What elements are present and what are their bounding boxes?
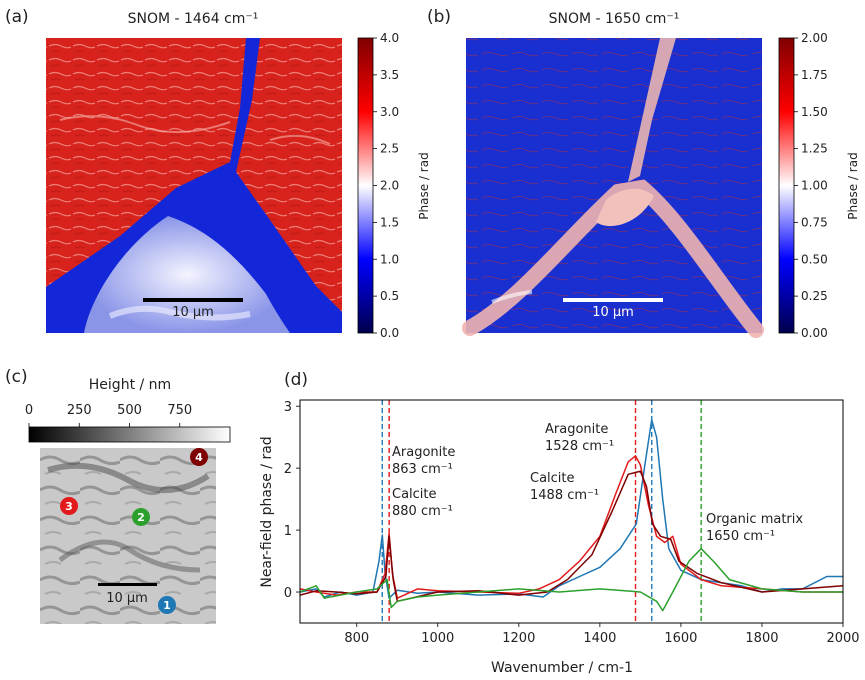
panel-d-tag: (d) (284, 370, 308, 390)
annotation-organic-matrix-wn: 1650 cm⁻¹ (706, 529, 775, 544)
x-axis-label: Wavenumber / cm-1 (491, 660, 633, 676)
annotation-calcite-880-wn: 880 cm⁻¹ (392, 504, 453, 519)
annotation-aragonite-1528-wn: 1528 cm⁻¹ (545, 439, 614, 454)
panel-b-title: SNOM - 1650 cm⁻¹ (549, 11, 680, 27)
panel-b-colorbar-tick-label-4: 1.00 (801, 179, 828, 193)
panel-b-colorbar-label: Phase / rad (846, 152, 860, 219)
panel-c-colorbar-ticks: 0 250 500 750 (25, 403, 192, 427)
x-tick-label-800: 800 (344, 631, 369, 646)
y-tick-label-1: 1 (284, 524, 292, 539)
panel-a-colorbar-tick-label-5: 2.5 (380, 142, 399, 156)
annotation-calcite-1488-name: Calcite (530, 471, 575, 486)
panel-b-colorbar-tick-label-3: 0.75 (801, 215, 828, 229)
panel-c-colorbar-label: Height / nm (89, 377, 171, 393)
panel-d: (d) 800 1000 1200 1400 1600 1800 2000 0 1 2 3 Wave… (259, 370, 860, 676)
panel-b-colorbar-tick-label-0: 0.00 (801, 326, 828, 340)
panel-a-colorbar-tick-label-0: 0.0 (380, 326, 399, 340)
annotation-organic-matrix-name: Organic matrix (706, 512, 803, 527)
x-tick-label-1000: 1000 (421, 631, 454, 646)
point-marker-3-label: 3 (65, 500, 73, 513)
spectrum-line-4 (299, 547, 843, 612)
panel-c-colorbar-tick-label-3: 750 (167, 403, 192, 418)
spectra-plot: 800 1000 1200 1400 1600 1800 2000 0 1 2 3 (284, 399, 860, 646)
point-marker-1-label: 1 (163, 599, 171, 612)
y-tick-label-0: 0 (284, 586, 292, 601)
panel-c-colorbar-tick-label-0: 0 (25, 403, 33, 418)
panel-c-scalebar-label: 10 μm (106, 591, 148, 606)
y-tick-label-2: 2 (284, 462, 292, 477)
spectrum-line-2 (299, 455, 843, 599)
panel-c-scalebar (98, 583, 157, 586)
panel-a-scalebar-label: 10 μm (172, 305, 214, 320)
point-marker-2: 2 (132, 508, 150, 526)
panel-a-colorbar-ticks: 0.0 0.5 1.0 1.5 2.0 2.5 3.0 3.5 4.0 (373, 31, 399, 340)
y-axis-label: Near-field phase / rad (259, 436, 275, 587)
annotation-aragonite-863-wn: 863 cm⁻¹ (392, 462, 453, 477)
annotation-calcite-880-name: Calcite (392, 487, 437, 502)
x-tick-label-2000: 2000 (826, 631, 859, 646)
annotation-calcite-1488: Calcite 1488 cm⁻¹ (530, 471, 599, 503)
afm-height-map (40, 448, 216, 624)
point-marker-3: 3 (60, 497, 78, 515)
annotation-aragonite-1528-name: Aragonite (545, 422, 608, 437)
snom-map-1464 (46, 38, 342, 333)
panel-b-colorbar (778, 37, 795, 334)
panel-a-colorbar-tick-label-3: 1.5 (380, 215, 399, 229)
panel-a: (a) SNOM - 1464 cm⁻¹ 10 μm 0.0 0.5 1.0 1.5 2… (5, 7, 431, 340)
panel-c-colorbar-tick-label-2: 500 (117, 403, 142, 418)
panel-a-colorbar-tick-label-8: 4.0 (380, 31, 399, 45)
annotation-aragonite-863-name: Aragonite (392, 445, 455, 460)
x-tick-label-1200: 1200 (502, 631, 535, 646)
panel-c: (c) Height / nm 0 250 500 750 10 μm 1 2 3 4 (5, 367, 231, 624)
panel-b: (b) SNOM - 1650 cm⁻¹ 10 μm 0.000.250.500… (427, 7, 860, 340)
panel-b-colorbar-tick-label-6: 1.50 (801, 105, 828, 119)
panel-b-colorbar-ticks: 0.00 0.25 0.50 0.75 1.00 1.25 1.50 1.75 2.00 (794, 31, 828, 340)
panel-a-tag: (a) (5, 7, 29, 27)
point-marker-4: 4 (190, 448, 208, 466)
panel-c-colorbar-tick-label-1: 250 (67, 403, 92, 418)
panel-a-colorbar-label: Phase / rad (417, 152, 431, 219)
point-marker-1: 1 (158, 596, 176, 614)
panel-b-colorbar-tick-label-7: 1.75 (801, 68, 828, 82)
annotation-aragonite-1528: Aragonite 1528 cm⁻¹ (545, 422, 614, 454)
annotation-aragonite-863: Aragonite 863 cm⁻¹ (392, 445, 455, 477)
panel-b-scalebar (563, 298, 663, 302)
panel-a-scalebar (143, 298, 243, 302)
panel-b-scalebar-label: 10 μm (592, 305, 634, 320)
panel-b-tag: (b) (427, 7, 451, 27)
panel-b-colorbar-tick-label-5: 1.25 (801, 142, 828, 156)
panel-b-colorbar-tick-label-8: 2.00 (801, 31, 828, 45)
y-tick-label-3: 3 (284, 400, 292, 415)
panel-a-colorbar-tick-label-6: 3.0 (380, 105, 399, 119)
point-marker-2-label: 2 (137, 511, 145, 524)
panel-b-colorbar-tick-label-1: 0.25 (801, 289, 828, 303)
panel-a-colorbar-tick-label-7: 3.5 (380, 68, 399, 82)
plot-frame (299, 399, 844, 624)
point-marker-4-label: 4 (195, 451, 203, 464)
x-tick-label-1800: 1800 (745, 631, 778, 646)
panel-a-colorbar-tick-label-1: 0.5 (380, 289, 399, 303)
snom-map-1650 (462, 38, 764, 338)
panel-a-colorbar-tick-label-4: 2.0 (380, 179, 399, 193)
panel-b-colorbar-tick-label-2: 0.50 (801, 252, 828, 266)
panel-a-colorbar (357, 37, 374, 334)
panel-a-title: SNOM - 1464 cm⁻¹ (128, 11, 259, 27)
panel-c-colorbar (28, 426, 231, 443)
panel-c-tag: (c) (5, 367, 28, 387)
x-tick-label-1600: 1600 (664, 631, 697, 646)
annotation-calcite-880: Calcite 880 cm⁻¹ (392, 487, 453, 519)
x-tick-label-1400: 1400 (583, 631, 616, 646)
panel-a-colorbar-tick-label-2: 1.0 (380, 252, 399, 266)
annotation-organic-matrix-1650: Organic matrix 1650 cm⁻¹ (706, 512, 803, 544)
annotation-calcite-1488-wn: 1488 cm⁻¹ (530, 488, 599, 503)
